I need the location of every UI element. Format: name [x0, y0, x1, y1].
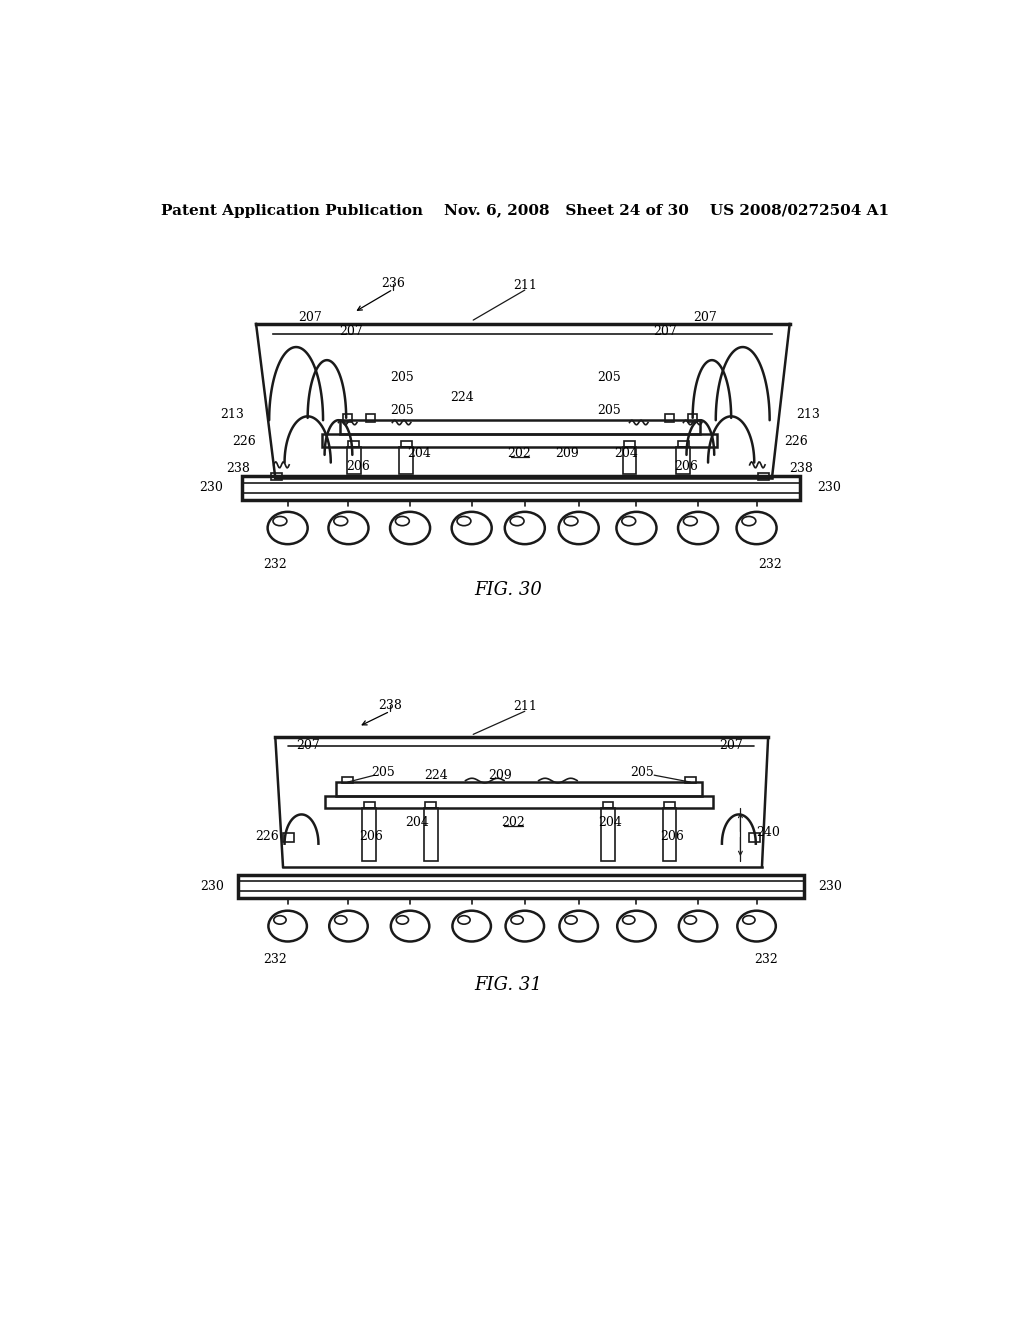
Bar [340, 420, 700, 434]
Text: 226: 226 [784, 436, 808, 449]
Text: 204: 204 [408, 446, 431, 459]
Text: 224: 224 [424, 770, 449, 783]
Bar [347, 447, 360, 474]
Text: 238: 238 [788, 462, 813, 475]
Text: 204: 204 [613, 446, 638, 459]
Bar [677, 447, 690, 474]
Text: 207: 207 [653, 325, 677, 338]
Text: 232: 232 [754, 953, 777, 966]
Text: 205: 205 [597, 404, 621, 417]
Text: 232: 232 [758, 558, 781, 572]
Bar [400, 441, 412, 447]
Text: 232: 232 [263, 558, 287, 572]
Text: 207: 207 [339, 325, 362, 338]
Text: 202: 202 [508, 446, 531, 459]
Bar [362, 808, 376, 862]
Bar [678, 441, 689, 447]
Bar [399, 447, 413, 474]
Bar [343, 414, 352, 422]
Text: 209: 209 [555, 446, 579, 459]
Text: 206: 206 [675, 459, 698, 473]
Text: Patent Application Publication    Nov. 6, 2008   Sheet 24 of 30    US 2008/02725: Patent Application Publication Nov. 6, 2… [161, 203, 889, 218]
Bar [758, 473, 769, 480]
Text: 204: 204 [598, 816, 623, 829]
Text: 209: 209 [488, 770, 512, 783]
Text: 207: 207 [298, 312, 323, 325]
Bar [685, 776, 695, 783]
Text: 224: 224 [450, 391, 473, 404]
Bar [749, 833, 760, 842]
Text: 211: 211 [513, 700, 537, 713]
Bar [601, 808, 614, 862]
Bar [348, 441, 359, 447]
Text: 230: 230 [201, 879, 224, 892]
Bar [602, 803, 613, 808]
Text: 211: 211 [513, 279, 537, 292]
Text: 236: 236 [381, 277, 406, 290]
Bar [325, 796, 713, 808]
Bar [663, 808, 677, 862]
Text: FIG. 31: FIG. 31 [474, 975, 542, 994]
Text: 238: 238 [378, 698, 402, 711]
Text: 213: 213 [220, 408, 245, 421]
Text: 226: 226 [232, 436, 256, 449]
Text: 230: 230 [818, 879, 842, 892]
Text: 238: 238 [226, 462, 250, 475]
Bar [688, 414, 697, 422]
Text: 205: 205 [390, 371, 414, 384]
Bar [243, 477, 801, 499]
Text: 230: 230 [817, 482, 842, 495]
Text: 232: 232 [263, 953, 287, 966]
Text: 204: 204 [406, 816, 429, 829]
Text: 207: 207 [296, 739, 319, 752]
Text: FIG. 30: FIG. 30 [474, 581, 542, 598]
Bar [623, 447, 637, 474]
Text: 207: 207 [693, 312, 717, 325]
Text: 213: 213 [797, 408, 820, 421]
Bar [425, 803, 436, 808]
Text: 207: 207 [719, 739, 742, 752]
Text: 205: 205 [390, 404, 414, 417]
Bar [364, 803, 375, 808]
Bar [367, 414, 376, 422]
Text: 240: 240 [757, 826, 780, 840]
Text: 206: 206 [346, 459, 370, 473]
Text: 202: 202 [502, 816, 525, 829]
Text: 205: 205 [631, 766, 654, 779]
Bar [665, 414, 674, 422]
Text: 226: 226 [255, 829, 280, 842]
Bar [336, 781, 701, 796]
Text: 205: 205 [371, 766, 394, 779]
Bar [271, 473, 283, 480]
Bar [283, 833, 294, 842]
Text: 205: 205 [597, 371, 621, 384]
Bar [239, 874, 804, 898]
Bar [424, 808, 438, 862]
Text: 206: 206 [358, 829, 383, 842]
Text: 230: 230 [199, 482, 223, 495]
Bar [342, 776, 353, 783]
Bar [625, 441, 635, 447]
Bar [322, 434, 717, 447]
Text: 206: 206 [659, 829, 684, 842]
Bar [665, 803, 675, 808]
